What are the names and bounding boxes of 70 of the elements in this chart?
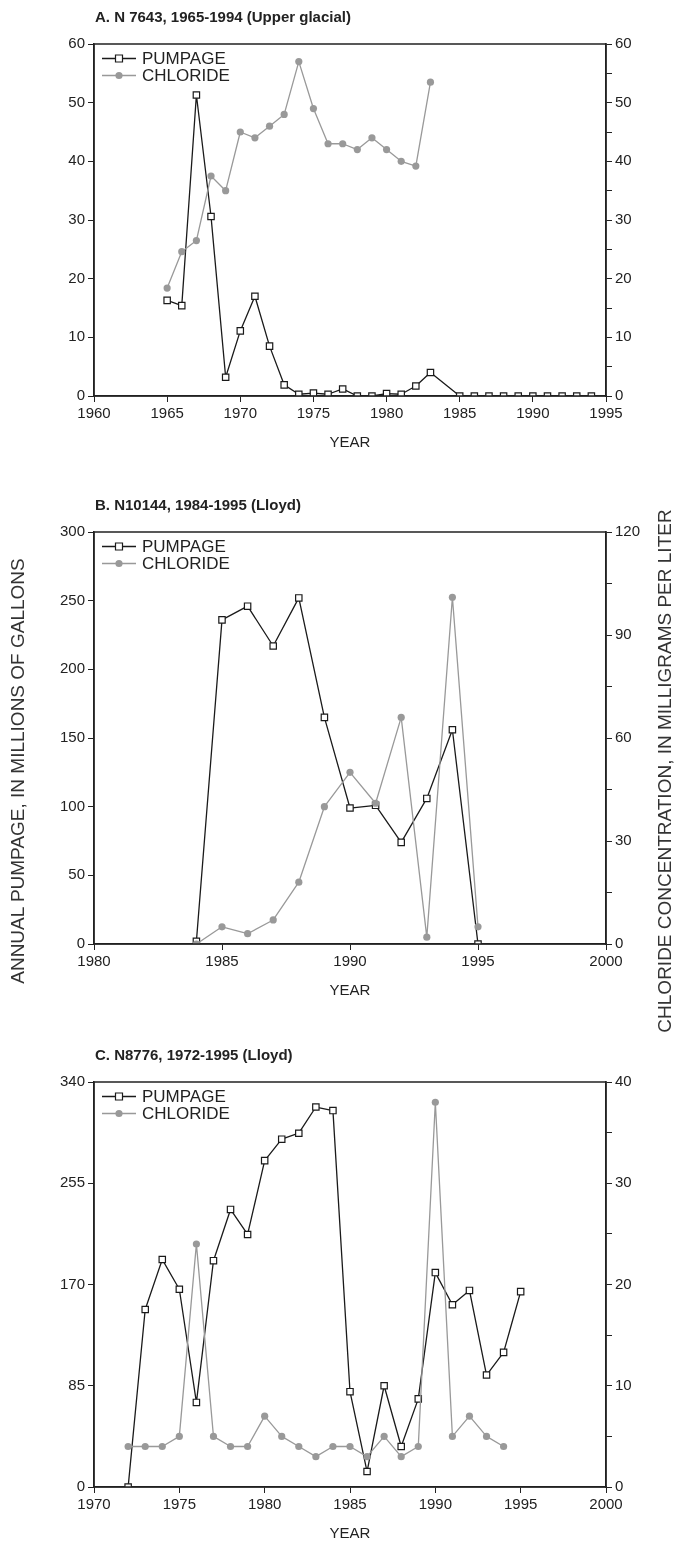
x-tick-label: 1960 <box>77 404 111 422</box>
y-tick-label: 100 <box>59 796 85 814</box>
y-tick-label: 10 <box>68 327 85 345</box>
y2-tick-label: 10 <box>615 1375 632 1393</box>
y-tick-label: 170 <box>59 1274 85 1292</box>
x-tick-label: 1995 <box>461 952 495 970</box>
y2-tick-label: 40 <box>615 1072 632 1090</box>
y-tick-label: 20 <box>68 268 85 286</box>
chart-title: A. N 7643, 1965-1994 (Upper glacial) <box>95 8 351 25</box>
x-tick-label: 1985 <box>205 952 239 970</box>
y-tick-label: 0 <box>76 934 85 952</box>
legend-label: CHLORIDE <box>142 1104 230 1124</box>
y-tick-label: 50 <box>68 92 85 110</box>
y-tick-label: 60 <box>68 34 85 52</box>
y-axis-title: ANNUAL PUMPAGE, IN MILLIONS OF GALLONS <box>6 558 29 984</box>
y2-tick-label: 50 <box>615 92 632 110</box>
y-tick-label: 0 <box>76 386 85 404</box>
y-tick-label: 300 <box>59 522 85 540</box>
x-tick-label: 1995 <box>589 404 623 422</box>
x-axis-title: YEAR <box>329 1524 371 1542</box>
x-tick-label: 1995 <box>503 1495 538 1513</box>
x-tick-label: 2000 <box>589 1495 623 1513</box>
legend-label: CHLORIDE <box>142 66 230 86</box>
y-tick-label: 0 <box>76 1477 85 1495</box>
x-axis-title: YEAR <box>329 981 371 999</box>
y2-tick-label: 20 <box>615 1274 632 1292</box>
x-tick-label: 1980 <box>247 1495 282 1513</box>
x-tick-label: 1990 <box>333 952 367 970</box>
y-tick-label: 150 <box>59 728 85 746</box>
y-tick-label: 40 <box>68 151 85 169</box>
y2-tick-label: 0 <box>615 386 624 404</box>
x-tick-label: 2000 <box>589 952 623 970</box>
y-tick-label: 85 <box>68 1375 85 1393</box>
y-tick-label: 50 <box>68 865 85 883</box>
x-tick-label: 1970 <box>223 404 257 422</box>
y-tick-label: 200 <box>59 659 85 677</box>
legend-label: PUMPAGE <box>142 1087 226 1107</box>
y2-tick-label: 30 <box>615 831 632 849</box>
x-tick-label: 1990 <box>516 404 550 422</box>
chart-title: C. N8776, 1972-1995 (Lloyd) <box>95 1046 293 1063</box>
y-tick-label: 30 <box>68 210 85 228</box>
y2-tick-label: 0 <box>615 1477 624 1495</box>
chart-title: B. N10144, 1984-1995 (Lloyd) <box>95 496 301 513</box>
x-axis-title: YEAR <box>329 433 371 451</box>
y2-tick-label: 60 <box>615 728 632 746</box>
y2-tick-label: 120 <box>615 522 641 540</box>
y-tick-label: 255 <box>59 1173 85 1191</box>
y2-tick-label: 20 <box>615 268 632 286</box>
legend-label: PUMPAGE <box>142 537 226 557</box>
legend-label: PUMPAGE <box>142 49 226 69</box>
legend-label: CHLORIDE <box>142 554 230 574</box>
y2-tick-label: 60 <box>615 34 632 52</box>
x-tick-label: 1980 <box>77 952 111 970</box>
x-tick-label: 1985 <box>333 1495 367 1513</box>
x-tick-label: 1975 <box>296 404 331 422</box>
y2-tick-label: 0 <box>615 934 624 952</box>
y2-axis-title: CHLORIDE CONCENTRATION, IN MILLIGRAMS PER LITER <box>653 509 676 1033</box>
x-tick-label: 1980 <box>369 404 404 422</box>
x-tick-label: 1975 <box>162 1495 197 1513</box>
x-tick-label: 1990 <box>418 1495 453 1513</box>
y-tick-label: 340 <box>59 1072 85 1090</box>
y-tick-label: 250 <box>59 590 85 608</box>
y2-tick-label: 40 <box>615 151 632 169</box>
x-tick-label: 1985 <box>443 404 477 422</box>
y2-tick-label: 30 <box>615 1173 632 1191</box>
x-tick-label: 1965 <box>150 404 184 422</box>
y2-tick-label: 90 <box>615 625 632 643</box>
x-tick-label: 1970 <box>77 1495 111 1513</box>
y2-tick-label: 30 <box>615 210 632 228</box>
y2-tick-label: 10 <box>615 327 632 345</box>
